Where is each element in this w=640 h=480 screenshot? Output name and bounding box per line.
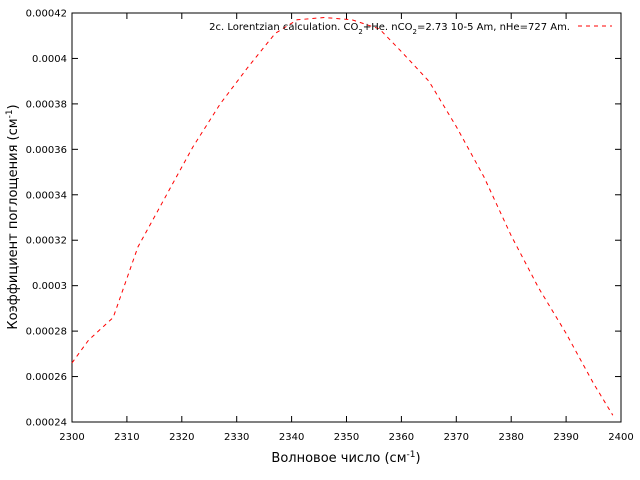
- x-tick-label: 2390: [553, 432, 578, 443]
- y-tick-label: 0.00024: [26, 418, 67, 429]
- y-tick-label: 0.00038: [26, 99, 67, 110]
- x-axis-title: Волновое число (см-1): [271, 450, 420, 466]
- y-tick-label: 0.00032: [26, 236, 67, 247]
- x-tick-label: 2340: [279, 432, 304, 443]
- x-tick-label: 2400: [608, 432, 633, 443]
- x-tick-label: 2370: [444, 432, 469, 443]
- x-tick-label: 2310: [114, 432, 139, 443]
- series-layer: [71, 16, 614, 416]
- x-tick-label: 2320: [169, 432, 194, 443]
- series-line: [71, 16, 614, 416]
- axis-tick-labels: 2300 2310 2320 2330 2340 2350 2360 2370 2380 2390…: [26, 9, 634, 444]
- y-tick-label: 0.00042: [26, 9, 67, 20]
- x-tick-label: 2350: [334, 432, 359, 443]
- y-tick-label: 0.0003: [32, 281, 67, 292]
- x-tick-label: 2300: [59, 432, 84, 443]
- legend-label: 2c. Lorentzian calculation. CO2+He. nCO2…: [209, 22, 570, 36]
- y-tick-label: 0.00026: [26, 372, 67, 383]
- y-tick-label: 0.0004: [32, 54, 67, 65]
- y-tick-label: 0.00036: [26, 145, 67, 156]
- y-tick-label: 0.00028: [26, 327, 67, 338]
- legend: 2c. Lorentzian calculation. CO2+He. nCO2…: [209, 22, 612, 36]
- y-tick-label: 0.00034: [26, 190, 67, 201]
- axis-ticks: [71, 12, 622, 423]
- y-axis-title: Коэффициент поглощения (см-1): [5, 104, 21, 329]
- x-tick-label: 2360: [389, 432, 414, 443]
- x-tick-label: 2330: [224, 432, 249, 443]
- x-tick-label: 2380: [498, 432, 523, 443]
